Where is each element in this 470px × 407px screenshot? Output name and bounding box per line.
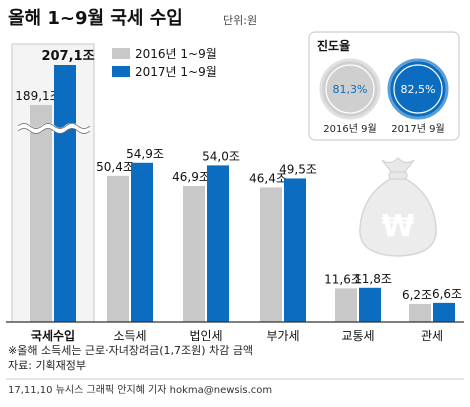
- progress-panel: 진도율 81,3% 2016년 9월 82,5% 2017년 9월: [308, 31, 460, 141]
- legend-swatch-2016: [112, 48, 130, 59]
- bar-2016-5: [409, 304, 431, 322]
- data-label-2017-0: 207,1조: [41, 49, 94, 64]
- bar-2016-4: [335, 288, 357, 322]
- legend: 2016년 1~9월 2017년 1~9월: [112, 47, 217, 79]
- data-label-2016-2: 46,9조: [172, 170, 210, 184]
- bar-2016-1: [107, 175, 129, 322]
- category-label-4: 교통세: [341, 329, 374, 343]
- data-label-2016-0: 189,1조: [15, 89, 60, 103]
- axis-break-line-bottom: [17, 128, 91, 134]
- progress-value-2016: 81,3%: [333, 83, 368, 96]
- data-label-2016-4: 11,6조: [324, 272, 362, 286]
- progress-value-2017: 82,5%: [401, 83, 436, 96]
- category-label-0: 국세수입: [31, 328, 75, 343]
- data-label-2017-1: 54,9조: [126, 147, 164, 161]
- won-money-bag-icon: ₩: [359, 157, 437, 257]
- progress-circle-2016: [319, 58, 381, 120]
- axis-break-line-top: [17, 123, 91, 129]
- data-label-2016-3: 46,4조: [249, 171, 287, 185]
- money-bag-body: [359, 178, 437, 257]
- progress-label-2017: 2017년 9월: [391, 123, 444, 135]
- legend-label-2016: 2016년 1~9월: [135, 47, 217, 61]
- bar-2017-4: [359, 287, 381, 322]
- chart-title: 올해 1~9월 국세 수입: [8, 7, 183, 29]
- data-label-2017-2: 54,0조: [202, 149, 240, 163]
- data-label-2017-5: 6,6조: [432, 287, 462, 301]
- bar-2017-3: [284, 178, 306, 322]
- legend-label-2017: 2017년 1~9월: [135, 65, 217, 79]
- category-label-1: 소득세: [113, 329, 146, 343]
- money-bag-knot: [381, 157, 415, 174]
- bar-2016-3: [260, 187, 282, 322]
- won-symbol: ₩: [381, 209, 414, 244]
- category-label-2: 법인세: [189, 329, 222, 343]
- category-labels: 국세수입 소득세 법인세 부가세 교통세 관세: [31, 328, 443, 343]
- credit-line: 17,11,10 뉴시스 그래픽 안지혜 기자 hokma@newsis.com: [8, 384, 272, 396]
- progress-title: 진도율: [317, 38, 350, 53]
- bar-2017-1: [131, 162, 153, 322]
- footnote: ※올해 소득세는 근로·자녀장려금(1,7조원) 차감 금액: [8, 343, 253, 357]
- total-highlight-panel: [11, 43, 95, 323]
- axis-break-mark: [16, 123, 92, 133]
- data-label-2017-3: 49,5조: [279, 162, 317, 176]
- unit-label: 단위:원: [223, 14, 257, 27]
- progress-circle-2017-inner: [393, 64, 443, 114]
- bar-2016-0: [30, 105, 52, 322]
- bar-2017-2: [207, 165, 229, 322]
- data-label-2017-4: 11,8조: [354, 272, 392, 286]
- progress-circle-2016-inner: [325, 64, 375, 114]
- data-label-2016-5: 6,2조: [402, 288, 432, 302]
- source-note: 자료: 기획재정부: [8, 359, 86, 372]
- bar-2016-2: [183, 185, 205, 322]
- money-bag-tie: [388, 171, 408, 180]
- data-label-2016-1: 50,4조: [96, 160, 134, 174]
- bar-2017-0: [54, 65, 76, 322]
- bar-2017-5: [433, 302, 455, 322]
- progress-label-2016: 2016년 9월: [323, 123, 376, 135]
- legend-swatch-2017: [112, 66, 130, 77]
- progress-circle-2017: [387, 58, 449, 120]
- category-label-5: 관세: [421, 329, 443, 343]
- category-label-3: 부가세: [266, 329, 299, 343]
